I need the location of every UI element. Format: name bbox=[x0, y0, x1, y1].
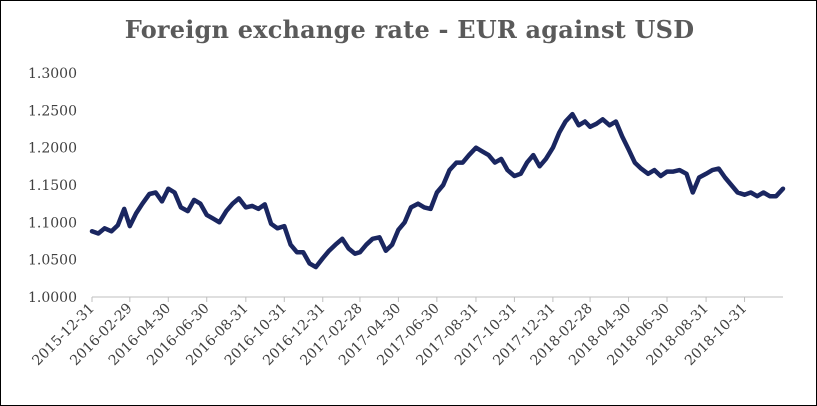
plot-area bbox=[89, 111, 786, 270]
series-line bbox=[89, 111, 786, 270]
x-axis: 2015-12-312016-02-292016-04-302016-06-30… bbox=[29, 296, 783, 369]
y-tick-label: 1.1500 bbox=[28, 178, 77, 194]
y-tick-label: 1.2500 bbox=[28, 103, 77, 119]
y-tick-label: 1.1000 bbox=[28, 215, 77, 231]
chart-title: Foreign exchange rate - EUR against USD bbox=[124, 15, 695, 44]
y-tick-label: 1.2000 bbox=[28, 141, 77, 157]
y-tick-label: 1.3000 bbox=[28, 66, 77, 82]
y-axis: 1.0000 1.0500 1.1000 1.1500 1.2000 1.2500 1.30… bbox=[28, 66, 77, 306]
y-tick-label: 1.0500 bbox=[28, 253, 77, 269]
y-tick-label: 1.0000 bbox=[28, 290, 77, 306]
